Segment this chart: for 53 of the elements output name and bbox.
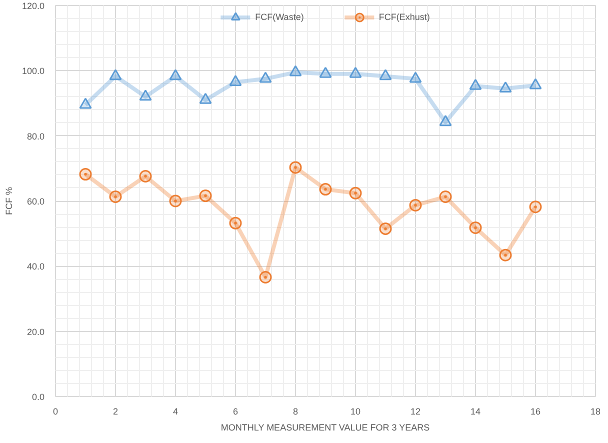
point: [469, 78, 482, 90]
point: [349, 66, 362, 78]
point: [409, 198, 422, 212]
x-tick-label: 8: [292, 406, 298, 416]
x-tick-label: 4: [172, 406, 178, 416]
point: [169, 69, 182, 80]
point: [529, 200, 542, 214]
point: [379, 69, 392, 80]
point: [169, 194, 182, 208]
legend-label: FCF(Exhust): [378, 12, 430, 22]
point: [79, 168, 92, 181]
point: [139, 90, 152, 101]
point: [499, 248, 512, 262]
point: [469, 221, 482, 234]
point: [439, 190, 452, 204]
point: [199, 190, 212, 202]
point: [229, 216, 242, 230]
y-tick-label: 80.0: [26, 131, 45, 142]
point: [229, 74, 242, 86]
x-tick-label: 18: [590, 406, 601, 416]
legend-label: FCF(Waste): [255, 12, 304, 22]
x-tick-label: 0: [52, 406, 58, 416]
y-tick-label: 100.0: [22, 66, 45, 76]
point: [109, 69, 122, 80]
point: [289, 65, 302, 76]
x-tick-label: 12: [410, 406, 421, 416]
y-tick-label: 20.0: [26, 326, 45, 337]
y-tick-label: 0.0: [32, 392, 45, 402]
point: [529, 78, 542, 90]
x-tick-label: 16: [530, 406, 541, 416]
point: [319, 183, 332, 196]
y-tick-label: 120.0: [22, 1, 45, 11]
point: [349, 186, 362, 200]
point: [499, 81, 512, 93]
point: [259, 72, 272, 83]
x-tick-label: 2: [112, 406, 118, 416]
point: [289, 161, 302, 174]
point: [109, 190, 122, 204]
point: [379, 222, 392, 235]
point: [439, 115, 452, 126]
point: [409, 72, 422, 83]
x-tick-label: 6: [232, 406, 238, 416]
y-axis-title: FCF %: [4, 187, 14, 215]
point: [139, 170, 152, 182]
y-tick-label: 60.0: [26, 196, 45, 206]
point: [199, 92, 212, 104]
x-tick-label: 10: [350, 406, 361, 416]
point: [319, 66, 332, 78]
x-axis-title: MONTHLY MEASUREMENT VALUE FOR 3 YEARS: [220, 422, 430, 432]
x-tick-label: 14: [470, 406, 481, 416]
point: [259, 271, 272, 284]
point: [79, 98, 92, 109]
y-tick-label: 40.0: [26, 262, 45, 272]
